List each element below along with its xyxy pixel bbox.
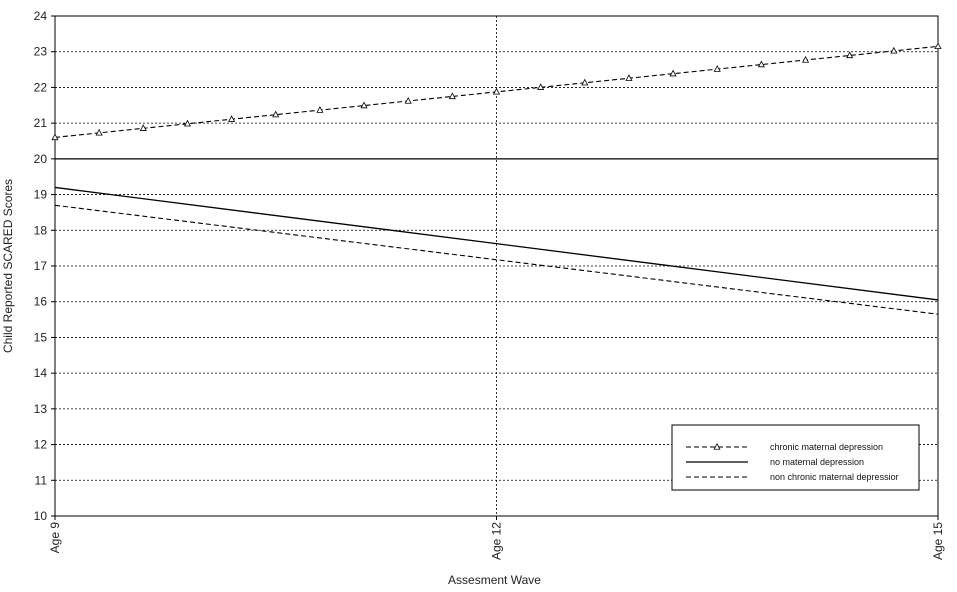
series-marker <box>934 42 942 49</box>
grid-lines <box>55 16 938 516</box>
series-marker <box>846 51 854 59</box>
legend-label: non chronic maternal depressior <box>770 472 899 482</box>
y-tick-label: 15 <box>34 330 48 344</box>
series-marker <box>51 133 59 141</box>
series-marker <box>492 87 501 95</box>
legend-item: no maternal depression <box>686 457 864 467</box>
series-marker <box>890 46 898 54</box>
series-0 <box>51 42 942 141</box>
series-line-2 <box>54 204 939 315</box>
series-marker <box>360 101 368 109</box>
legend-item: chronic maternal depression <box>686 442 883 452</box>
y-tick-label: 10 <box>34 509 48 523</box>
x-axis-title: Assesment Wave <box>448 573 541 587</box>
y-tick-label: 23 <box>34 45 48 59</box>
y-tick-label: 17 <box>34 259 48 273</box>
x-axis: Age 9 Age 12 Age 15 <box>48 516 945 560</box>
y-tick-label: 20 <box>34 152 48 166</box>
y-tick-label: 22 <box>34 80 48 94</box>
series-line-1 <box>54 186 939 301</box>
y-tick-label: 13 <box>34 402 48 416</box>
y-tick-label: 18 <box>34 223 48 237</box>
x-tick-label: Age 12 <box>490 522 504 560</box>
legend-label: no maternal depression <box>770 457 864 467</box>
series-marker <box>802 55 810 63</box>
y-tick-label: 12 <box>34 438 48 452</box>
series-marker <box>448 92 456 100</box>
y-tick-label: 16 <box>34 295 48 309</box>
legend-label: chronic maternal depression <box>770 442 883 452</box>
x-tick-label: Age 9 <box>48 522 62 554</box>
x-tick-label: Age 15 <box>931 522 945 560</box>
y-tick-label: 21 <box>34 116 48 130</box>
legend-marker <box>713 442 721 450</box>
legend: chronic maternal depression no maternal d… <box>671 424 920 491</box>
y-tick-label: 19 <box>34 188 48 202</box>
series-2 <box>54 204 939 315</box>
series-marker <box>95 128 103 136</box>
y-axis: 10 11 12 13 14 15 16 17 18 19 20 21 22 23 24 <box>34 9 55 523</box>
legend-box <box>671 424 920 491</box>
series-marker <box>228 115 236 122</box>
series-marker <box>713 65 721 72</box>
series-marker <box>625 74 633 81</box>
series-marker <box>404 96 412 104</box>
series-marker <box>139 124 147 131</box>
series-marker <box>537 83 545 90</box>
y-tick-label: 24 <box>34 9 48 23</box>
series-1 <box>54 186 939 301</box>
y-tick-label: 14 <box>34 366 48 380</box>
series-marker <box>669 69 677 77</box>
series-marker <box>183 119 191 127</box>
series-marker <box>757 60 765 68</box>
y-tick-label: 11 <box>35 473 48 487</box>
legend-item: non chronic maternal depressior <box>686 472 899 482</box>
series-marker <box>316 106 324 113</box>
series-marker <box>581 78 589 86</box>
y-axis-title: Child Reported SCARED Scores <box>1 179 15 353</box>
series-layer <box>51 42 942 315</box>
series-marker <box>272 110 280 118</box>
